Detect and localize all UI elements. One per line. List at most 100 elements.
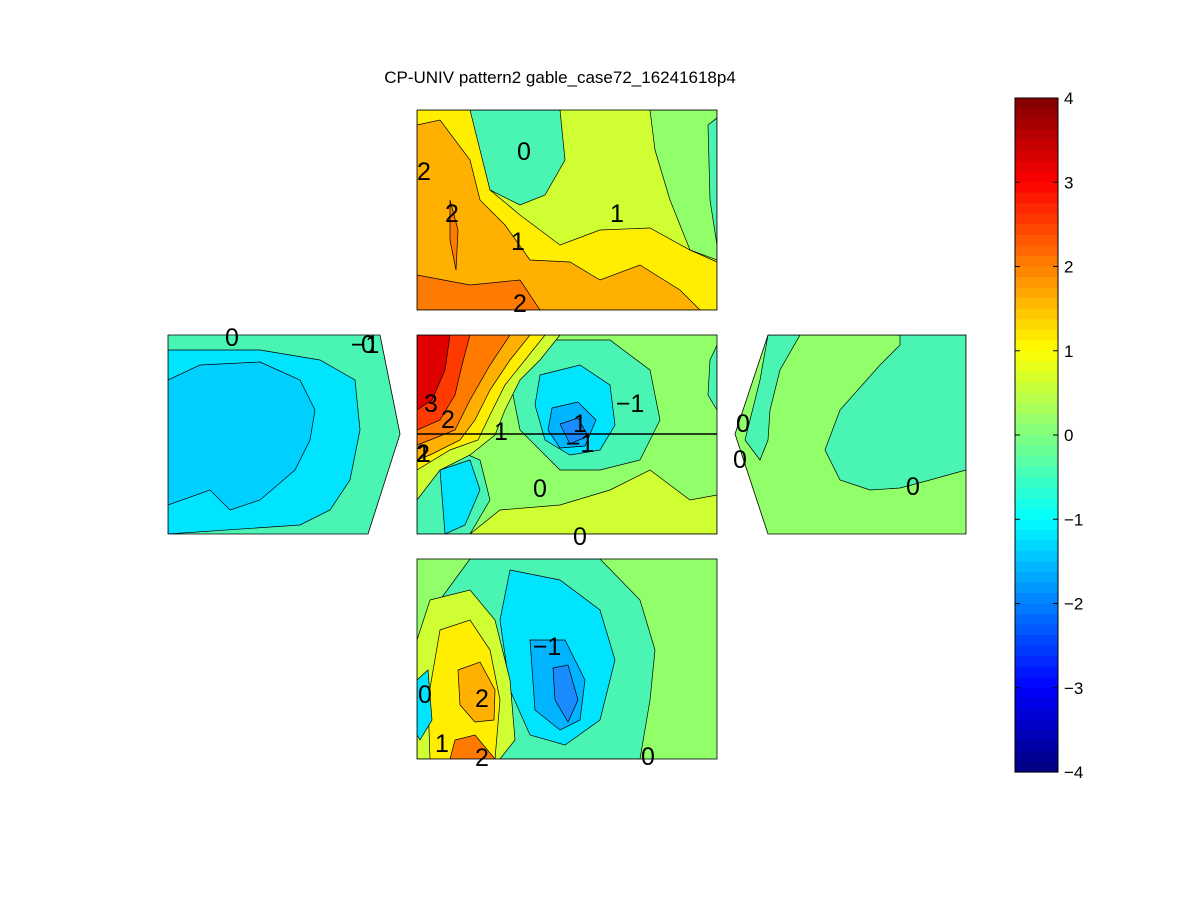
colorbar-band xyxy=(1015,266,1058,278)
contour-label-top-2: 2 xyxy=(445,200,459,228)
colorbar-tick-label: −1 xyxy=(1064,510,1083,529)
contour-label-center-7: 0 xyxy=(533,475,547,503)
colorbar-band xyxy=(1015,98,1058,110)
colorbar-band xyxy=(1015,255,1058,268)
colorbar-band xyxy=(1015,529,1058,541)
panel-right xyxy=(735,335,966,534)
colorbar-band xyxy=(1015,308,1058,320)
panel-right-region-edge xyxy=(744,335,801,461)
contour-label-center-0: 3 xyxy=(424,390,438,418)
panel-bottom-region-orange2 xyxy=(449,734,496,759)
colorbar-band xyxy=(1015,161,1058,173)
colorbar-band xyxy=(1015,466,1058,478)
panel-center-region-yellow-bottom xyxy=(469,469,717,534)
colorbar-band xyxy=(1015,392,1058,405)
panel-center-region-lowleft-cyan xyxy=(439,459,481,534)
colorbar-band xyxy=(1015,319,1058,331)
colorbar-band xyxy=(1015,677,1058,689)
colorbar-band xyxy=(1015,656,1058,668)
panel-bottom-labels: −1 0 21 2 0 xyxy=(418,633,655,772)
panel-bottom-region-leftcyan xyxy=(417,669,433,741)
colorbar-band xyxy=(1015,203,1058,215)
colorbar-band xyxy=(1015,729,1058,742)
colorbar-band xyxy=(1015,603,1058,615)
contour-label-left-0: 0 xyxy=(225,324,239,352)
colorbar-band xyxy=(1015,350,1058,362)
contour-label-center-3: 1 xyxy=(494,418,508,446)
contour-label-bottom-5: 0 xyxy=(641,743,655,771)
colorbar-band xyxy=(1015,666,1058,678)
panel-bottom xyxy=(417,559,717,759)
panel-top-region-green3 xyxy=(707,117,717,246)
colorbar-tick-label: −3 xyxy=(1064,679,1083,698)
colorbar-tick-label: 2 xyxy=(1064,258,1073,277)
colorbar-band xyxy=(1015,498,1058,510)
colorbar-band xyxy=(1015,540,1058,552)
colorbar-band xyxy=(1015,761,1058,773)
colorbar-band xyxy=(1015,550,1058,562)
colorbar-band xyxy=(1015,508,1058,520)
colorbar-band xyxy=(1015,287,1058,299)
colorbar-band xyxy=(1015,340,1058,352)
colorbar-band xyxy=(1015,371,1058,383)
panel-left-labels: 0 −10 xyxy=(225,324,379,359)
contour-label-bottom-4: 2 xyxy=(475,744,489,772)
contour-label-right-2: 0 xyxy=(906,473,920,501)
contour-label-bottom-2: 2 xyxy=(475,685,489,713)
panel-top-region-darkorange xyxy=(417,274,541,310)
colorbar-ticks: 4 3 2 1 0 −1 −2 −3 −4 xyxy=(1015,89,1083,782)
colorbar-band xyxy=(1015,277,1058,289)
panel-top xyxy=(417,110,717,310)
colorbar-tick-label: −2 xyxy=(1064,595,1083,614)
colorbar-band xyxy=(1015,298,1058,310)
colorbar-tick-label: 1 xyxy=(1064,342,1073,361)
colorbar-band xyxy=(1015,614,1058,626)
colorbar-band xyxy=(1015,519,1058,531)
colorbar-band xyxy=(1015,382,1058,394)
colorbar-band xyxy=(1015,456,1058,468)
colorbar-band xyxy=(1015,740,1058,752)
panel-top-region-orange xyxy=(417,119,701,310)
contour-label-bottom-0: −1 xyxy=(533,633,562,661)
colorbar-band xyxy=(1015,213,1058,225)
colorbar-band xyxy=(1015,687,1058,699)
colorbar-band xyxy=(1015,129,1058,141)
colorbar-band xyxy=(1015,477,1058,489)
colorbar-band xyxy=(1015,592,1058,605)
contour-label-center-5: −1 xyxy=(566,430,595,458)
contour-label-right-1: 0 xyxy=(733,446,747,474)
colorbar-band xyxy=(1015,403,1058,415)
colorbar-band xyxy=(1015,708,1058,720)
colorbar-band xyxy=(1015,624,1058,636)
colorbar-band xyxy=(1015,645,1058,657)
panel-top-region-spike xyxy=(449,199,459,271)
colorbar-band xyxy=(1015,234,1058,247)
colorbar-tick-label: 3 xyxy=(1064,173,1073,192)
chart-title: CP-UNIV pattern2 gable_case72_16241618p4 xyxy=(384,68,736,87)
panel-left-region-blue xyxy=(168,361,316,511)
colorbar-band xyxy=(1015,361,1058,373)
colorbar-band xyxy=(1015,561,1058,573)
contour-label-center-6: −1 xyxy=(616,390,645,418)
colorbar-band xyxy=(1015,750,1058,763)
contour-label-center-4: 1 xyxy=(573,410,587,438)
colorbar-band xyxy=(1015,698,1058,710)
contour-label-center-1: 2 xyxy=(441,406,455,434)
contour-label-top-3: 1 xyxy=(511,228,525,256)
colorbar-band xyxy=(1015,150,1058,162)
colorbar-band xyxy=(1015,582,1058,594)
colorbar-tick-label: −4 xyxy=(1064,763,1083,782)
contour-label-top-1: 2 xyxy=(417,158,431,186)
colorbar-band xyxy=(1015,329,1058,341)
colorbar-band xyxy=(1015,635,1058,647)
panel-center-region-gradient6 xyxy=(417,335,451,411)
colorbar-band xyxy=(1015,424,1058,436)
panel-right-labels: 0 0 0 xyxy=(733,410,920,501)
contour-label-top-0: 0 xyxy=(517,138,531,166)
colorbar-band xyxy=(1015,108,1058,120)
contour-label-bottom-1: 0 xyxy=(418,681,432,709)
colorbar-band xyxy=(1015,171,1058,183)
